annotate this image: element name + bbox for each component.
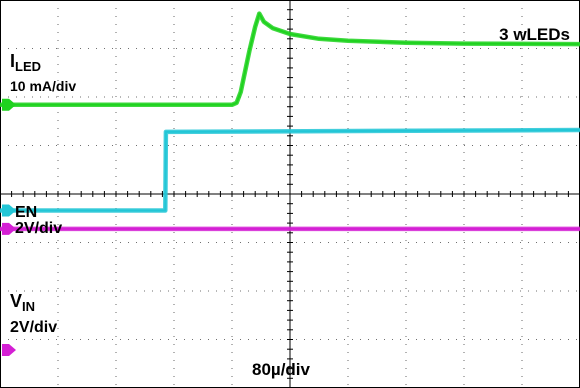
en-channel-label: EN (15, 204, 38, 221)
vin-ground-marker (2, 222, 16, 235)
vin-reference-marker (2, 344, 16, 356)
vin-label-main: V (10, 291, 23, 311)
en-scale-label: 2V/div (15, 220, 63, 237)
channel-markers (2, 98, 16, 356)
iled-ground-marker (2, 98, 16, 111)
load-annotation: 3 wLEDs (499, 25, 570, 44)
vin-label-sub: IN (22, 299, 36, 314)
vin-scale-label: 2V/div (10, 319, 58, 336)
iled-scale-label: 10 mA/div (10, 78, 77, 94)
iled-label-main: I (10, 51, 16, 71)
iled-label-sub: LED (15, 59, 42, 74)
traces (0, 11, 580, 232)
en-ground-marker (2, 204, 16, 217)
en-trace (0, 129, 580, 212)
timebase-label: 80µ/div (252, 360, 310, 379)
iled-channel-label: ILED (10, 52, 41, 73)
vin-channel-label: VIN (10, 292, 35, 313)
iled-trace (0, 12, 580, 106)
